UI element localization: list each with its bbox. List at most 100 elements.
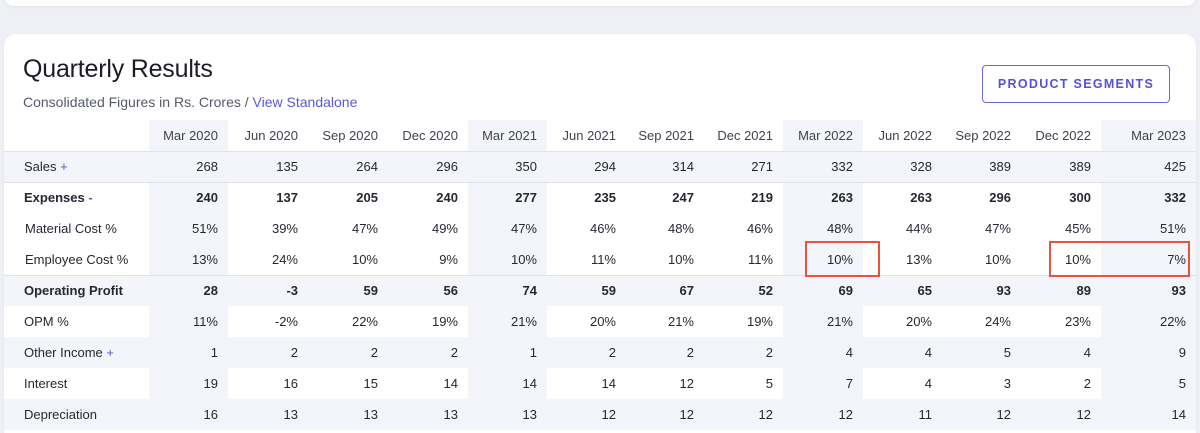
table-cell: 24%: [984, 314, 1011, 329]
column-header: Sep 2022: [942, 120, 1021, 152]
table-cell: 10%: [1021, 244, 1101, 276]
view-standalone-link[interactable]: View Standalone: [252, 94, 358, 110]
table-cell: 296: [388, 151, 468, 183]
table-cell: 2: [704, 337, 783, 368]
table-cell: -3: [228, 275, 308, 306]
table-cell: 47%: [984, 221, 1011, 236]
column-header: Mar 2021: [468, 120, 547, 152]
table-cell: 9%: [388, 244, 468, 276]
row-label-text: Depreciation: [24, 407, 97, 422]
table-cell: 10%: [942, 244, 1021, 276]
table-cell: 21%: [468, 306, 547, 337]
table-cell: 45%: [1064, 221, 1091, 236]
table-cell: 4: [924, 376, 932, 391]
table-cell: 14: [601, 376, 616, 391]
column-header: Jun 2020: [228, 120, 308, 152]
table-cell: 11%: [704, 244, 783, 276]
table-cell: 5: [765, 376, 773, 391]
table-cell: 4: [863, 337, 942, 368]
table-cell: 93: [1101, 275, 1196, 306]
column-header: Dec 2022: [1021, 120, 1101, 152]
table-cell: 296: [989, 190, 1011, 206]
table-cell: 59: [547, 275, 626, 306]
table-cell: 1: [468, 337, 547, 368]
table-cell: 28: [149, 275, 228, 306]
column-header: Sep 2021: [626, 120, 704, 152]
table-cell: 137: [276, 190, 298, 206]
table-cell: 12: [783, 399, 863, 430]
row-label-text: Other Income: [24, 345, 103, 360]
section-subtitle: Consolidated Figures in Rs. Crores / Vie…: [23, 94, 357, 110]
table-cell: 11%: [547, 244, 626, 276]
table-cell: 332: [783, 151, 863, 183]
table-cell: 5: [942, 337, 1021, 368]
product-segments-button[interactable]: PRODUCT SEGMENTS: [982, 65, 1170, 103]
column-header: Jun 2021: [547, 120, 626, 152]
table-cell: 268: [149, 151, 228, 183]
expand-toggle[interactable]: +: [106, 345, 114, 360]
table-cell: 59: [308, 275, 388, 306]
table-cell: 48%: [783, 213, 863, 244]
quarterly-results-card: Quarterly Results Consolidated Figures i…: [4, 34, 1196, 433]
table-cell: 12: [1021, 399, 1101, 430]
row-label[interactable]: Sales +: [4, 151, 149, 183]
table-cell: 69: [783, 275, 863, 306]
row-depreciation: Depreciation 16 13 13 13 13 12 12 12 12 11 12 12 14: [4, 399, 1196, 430]
expand-toggle[interactable]: +: [60, 159, 68, 174]
table-cell: 4: [783, 337, 863, 368]
table-cell: 20%: [905, 314, 932, 329]
table-cell: 2: [626, 337, 704, 368]
table-cell: 21%: [667, 314, 694, 329]
table-cell: 12: [547, 399, 626, 430]
row-label: OPM %: [4, 306, 149, 337]
table-cell: 11%: [149, 306, 228, 337]
table-cell: 10%: [468, 244, 547, 276]
table-cell: 240: [149, 182, 228, 213]
table-cell: 74: [468, 275, 547, 306]
table-cell: 12: [626, 399, 704, 430]
table-cell: 19%: [746, 314, 773, 329]
table-cell: 314: [626, 151, 704, 183]
collapse-toggle[interactable]: -: [88, 190, 93, 206]
table-cell: 263: [910, 190, 932, 206]
table-cell: 14: [443, 376, 458, 391]
table-cell: 22%: [351, 314, 378, 329]
table-cell: 271: [704, 151, 783, 183]
table-cell: 135: [228, 151, 308, 183]
table-cell: 47%: [468, 213, 547, 244]
row-sales: Sales +268 135 264 296 350 294 314 271 332 328 389…: [4, 151, 1196, 183]
table-cell: 46%: [746, 221, 773, 236]
table-cell: 39%: [271, 221, 298, 236]
table-cell: 51%: [149, 213, 228, 244]
row-employee-cost: Employee Cost % 13% 24% 10% 9% 10% 11% 10% 11% 10…: [4, 244, 1196, 276]
table-cell: 7: [783, 368, 863, 399]
table-cell: 425: [1101, 151, 1196, 183]
row-label[interactable]: Expenses -: [4, 182, 149, 213]
row-interest: Interest 19 16 15 14 14 14 12 5 7 4 3 2 5: [4, 368, 1196, 399]
row-label-text: Operating Profit: [24, 283, 123, 299]
table-cell: 10%: [626, 244, 704, 276]
table-cell: 4: [1021, 337, 1101, 368]
table-cell: 389: [942, 151, 1021, 183]
column-header: Mar 2023: [1101, 120, 1196, 152]
header-corner: [4, 120, 149, 152]
table-cell: 12: [704, 399, 783, 430]
table-cell: 277: [468, 182, 547, 213]
table-cell: 67: [626, 275, 704, 306]
table-cell: 44%: [905, 221, 932, 236]
table-cell: 15: [363, 376, 378, 391]
table-cell: 7%: [1101, 244, 1196, 276]
table-cell: 49%: [431, 221, 458, 236]
column-header: Dec 2021: [704, 120, 783, 152]
row-label-text: Sales: [24, 159, 57, 174]
previous-card: [4, 0, 1196, 6]
table-cell: 240: [436, 190, 458, 206]
table-cell: 93: [942, 275, 1021, 306]
table-cell: 10%: [308, 244, 388, 276]
table-cell: 10%: [783, 244, 863, 276]
table-cell: 389: [1021, 151, 1101, 183]
section-title: Quarterly Results: [23, 55, 213, 83]
table-cell: 48%: [667, 221, 694, 236]
row-label[interactable]: Other Income +: [4, 337, 149, 368]
header-row: Mar 2020 Jun 2020 Sep 2020 Dec 2020 Mar 2021…: [4, 120, 1196, 152]
